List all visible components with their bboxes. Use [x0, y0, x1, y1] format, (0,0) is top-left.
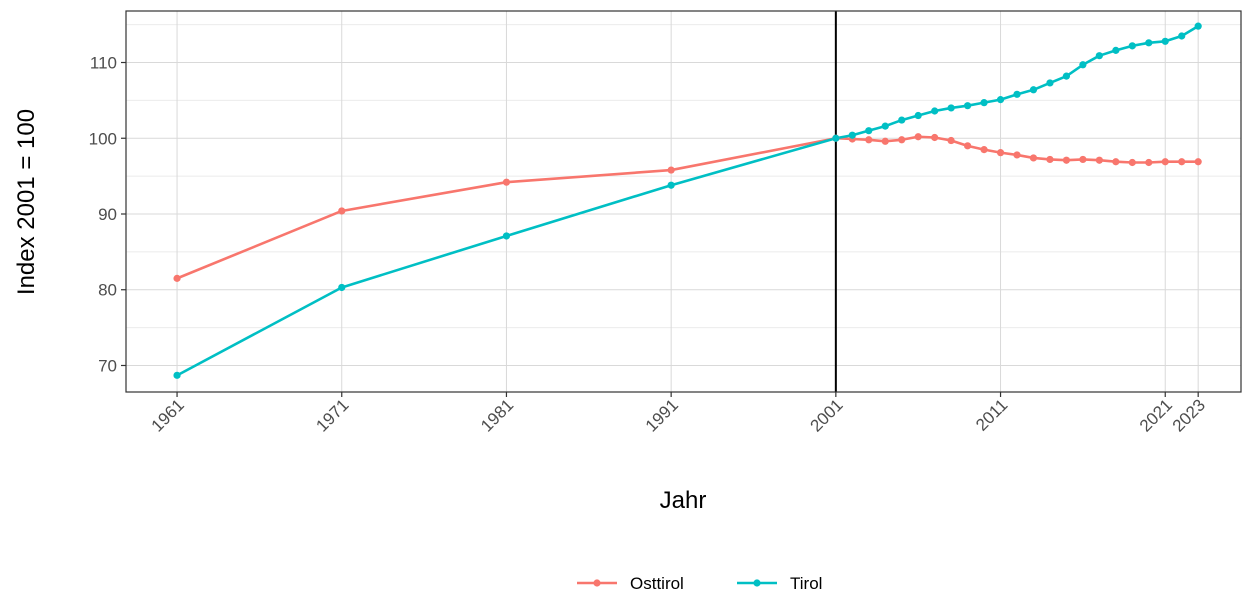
- data-point-osttirol: [1178, 158, 1186, 166]
- y-tick-label: 100: [89, 129, 117, 148]
- data-point-tirol: [980, 99, 988, 107]
- data-point-tirol: [931, 107, 939, 115]
- data-point-tirol: [1128, 42, 1136, 50]
- data-point-tirol: [914, 111, 922, 120]
- data-point-osttirol: [1112, 158, 1120, 166]
- data-point-osttirol: [865, 136, 873, 144]
- data-point-osttirol: [1013, 151, 1021, 159]
- data-point-osttirol: [1161, 158, 1169, 166]
- data-point-osttirol: [881, 137, 889, 145]
- data-point-tirol: [1112, 46, 1120, 54]
- data-point-tirol: [947, 104, 955, 112]
- data-point-tirol: [1145, 39, 1153, 47]
- data-point-tirol: [667, 181, 675, 189]
- data-point-osttirol: [1095, 156, 1103, 164]
- data-point-osttirol: [947, 136, 955, 145]
- data-point-tirol: [1079, 61, 1087, 69]
- data-point-tirol: [502, 232, 511, 240]
- data-point-tirol: [832, 134, 840, 142]
- data-point-osttirol: [1128, 158, 1136, 167]
- x-tick-label: 2011: [972, 395, 1011, 434]
- data-point-tirol: [1194, 22, 1202, 30]
- x-tick-label: 1961: [148, 395, 188, 435]
- data-point-tirol: [881, 122, 889, 130]
- data-point-osttirol: [1029, 154, 1038, 162]
- legend-label-tirol: Tirol: [790, 574, 822, 593]
- data-point-osttirol: [1194, 158, 1202, 166]
- data-point-osttirol: [1062, 156, 1071, 164]
- y-axis: 70 80 90 100 110: [89, 54, 126, 375]
- data-point-tirol: [1095, 52, 1103, 60]
- data-point-osttirol: [980, 146, 988, 154]
- data-point-osttirol: [667, 166, 675, 174]
- data-point-osttirol: [338, 207, 346, 215]
- data-point-osttirol: [1079, 155, 1087, 164]
- series-points: [173, 22, 1202, 379]
- data-point-osttirol: [914, 133, 922, 141]
- data-point-tirol: [1029, 86, 1038, 94]
- data-point-tirol: [865, 127, 873, 135]
- data-point-osttirol: [898, 136, 906, 144]
- data-point-tirol: [1161, 37, 1169, 45]
- grid-major: [126, 11, 1241, 392]
- data-point-tirol: [848, 131, 856, 139]
- data-point-tirol: [996, 96, 1005, 104]
- data-point-osttirol: [502, 178, 511, 186]
- x-tick-label: 2021: [1136, 395, 1176, 435]
- y-tick-label: 110: [90, 54, 117, 73]
- data-point-tirol: [338, 283, 346, 292]
- y-tick-label: 90: [98, 205, 117, 224]
- y-tick-label: 70: [98, 356, 117, 375]
- y-tick-label: 80: [98, 281, 117, 300]
- data-point-tirol: [1178, 32, 1186, 40]
- data-point-osttirol: [964, 142, 972, 150]
- x-tick-label: 1971: [312, 395, 352, 435]
- x-axis-title: Jahr: [660, 487, 707, 514]
- x-tick-label: 1991: [642, 395, 682, 435]
- x-tick-label: 1981: [477, 395, 517, 435]
- data-point-osttirol: [173, 274, 181, 282]
- data-point-osttirol: [1145, 158, 1153, 167]
- legend-label-osttirol: Osttirol: [630, 574, 684, 593]
- data-point-tirol: [1046, 79, 1054, 87]
- x-tick-label: 2023: [1169, 395, 1209, 435]
- data-point-tirol: [1062, 72, 1071, 80]
- data-point-osttirol: [931, 133, 939, 142]
- panel-background: [126, 11, 1241, 392]
- data-point-osttirol: [996, 149, 1005, 157]
- legend-key-point-tirol: [753, 579, 761, 587]
- y-axis-title: Index 2001 = 100: [13, 109, 40, 295]
- x-tick-label: 2001: [806, 395, 846, 435]
- legend-key-point-osttirol: [593, 579, 601, 587]
- legend: Osttirol Tirol: [577, 574, 822, 593]
- panel-border: [125, 10, 1242, 393]
- data-point-tirol: [173, 371, 181, 379]
- data-point-osttirol: [1046, 155, 1054, 164]
- data-point-tirol: [898, 116, 906, 124]
- data-point-tirol: [964, 102, 972, 110]
- grid-minor: [126, 24, 1241, 329]
- data-point-tirol: [1013, 90, 1021, 98]
